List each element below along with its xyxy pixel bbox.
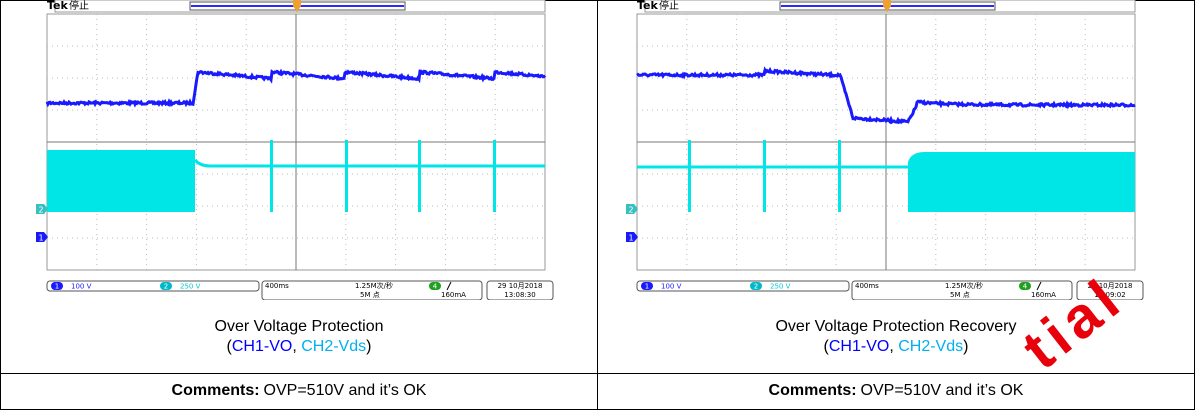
waveform <box>418 140 421 212</box>
legend-ch1: CH1-VO <box>232 338 292 355</box>
waveform <box>47 150 195 212</box>
ch1-badge-label: 1 <box>645 283 649 291</box>
state: 停止 <box>69 0 89 12</box>
caption-legend: (CH1-VO, CH2-Vds) <box>0 338 598 356</box>
ch2-scale: 250 V <box>180 283 201 291</box>
waveform <box>270 140 273 212</box>
legend-ch2: CH2-Vds <box>898 338 963 355</box>
paren: ) <box>366 338 371 355</box>
paren: ) <box>963 338 968 355</box>
channel-marker-label: 2 <box>38 206 43 215</box>
ch1-scale: 100 V <box>661 283 682 291</box>
waveform <box>908 152 1135 212</box>
trigger-level: 160mA <box>441 291 466 299</box>
date: 29 10月2018 <box>498 282 543 290</box>
separator: , <box>292 338 301 355</box>
trigger-badge-label: 4 <box>433 283 438 291</box>
comment-label: Comments: <box>769 382 857 399</box>
legend-ch2: CH2-Vds <box>301 338 366 355</box>
brand: Tek <box>637 0 659 12</box>
comment-label: Comments: <box>172 382 260 399</box>
time: 13:08:30 <box>504 291 535 299</box>
page: Tek停止211100 V2250 V400ms1.25M次/秒5M 点4160… <box>0 0 1195 410</box>
comment-row: Comments:OVP=510V and it’s OK <box>597 382 1195 400</box>
ch2-badge-label: 2 <box>164 283 168 291</box>
timebase: 400ms <box>855 282 879 290</box>
comment-row: Comments:OVP=510V and it’s OK <box>0 382 598 400</box>
waveform <box>838 140 841 212</box>
sample-rate: 1.25M次/秒 <box>355 281 393 290</box>
waveform <box>493 140 496 212</box>
ch2-badge-label: 2 <box>754 283 758 291</box>
trigger-badge-label: 4 <box>1023 283 1028 291</box>
comment: OVP=510V and it’s OK <box>861 382 1024 399</box>
waveform <box>763 140 766 212</box>
legend-ch1: CH1-VO <box>829 338 889 355</box>
sample-rate: 1.25M次/秒 <box>945 281 983 290</box>
caption: Over Voltage Protection <box>0 318 598 336</box>
caption-legend: (CH1-VO, CH2-Vds) <box>597 338 1195 356</box>
record-length: 5M 点 <box>950 291 970 299</box>
timebase: 400ms <box>265 282 289 290</box>
ch1-badge-label: 1 <box>55 283 59 291</box>
state: 停止 <box>659 0 679 12</box>
separator: , <box>889 338 898 355</box>
brand: Tek <box>47 0 69 12</box>
waveform <box>345 140 348 212</box>
waveform <box>688 140 691 212</box>
ch1-scale: 100 V <box>71 283 92 291</box>
channel-marker-label: 1 <box>38 234 43 243</box>
ch2-scale: 250 V <box>770 283 791 291</box>
channel-marker-label: 2 <box>628 206 633 215</box>
record-length: 5M 点 <box>360 291 380 299</box>
channel-marker-label: 1 <box>628 234 633 243</box>
comment: OVP=510V and it’s OK <box>264 382 427 399</box>
